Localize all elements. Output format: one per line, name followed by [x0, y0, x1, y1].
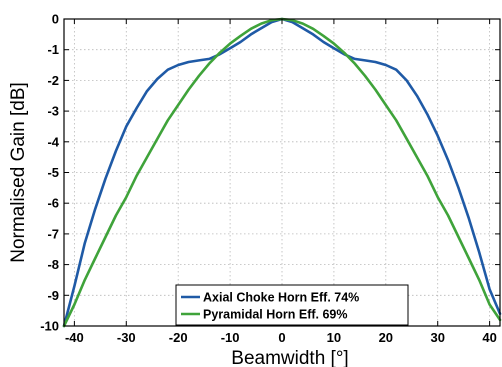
legend-label-pyramidal: Pyramidal Horn Eff. 69% [203, 308, 348, 322]
y-tick-label: 0 [52, 12, 59, 27]
y-tick-label: -2 [47, 73, 59, 88]
tick-labels: -40 -30 -20 -10 0 10 20 30 40 0 -1 -2 -3 -4 -5 -6 -7 -8 -9… [40, 12, 497, 346]
legend-box [175, 284, 409, 326]
x-tick-label: -40 [65, 330, 84, 345]
x-axis-label: Beamwidth [°] [231, 348, 348, 367]
y-tick-label: -4 [47, 134, 59, 149]
y-tick-label: -9 [47, 288, 59, 303]
legend: Axial Choke Horn Eff. 74% Pyramidal Horn… [175, 284, 409, 326]
y-tick-label: -7 [47, 226, 59, 241]
legend-label-axial: Axial Choke Horn Eff. 74% [203, 291, 359, 305]
x-tick-label: 0 [278, 330, 285, 345]
y-tick-label: -10 [40, 319, 59, 334]
x-tick-label: -10 [221, 330, 240, 345]
y-tick-label: -3 [47, 104, 59, 119]
y-axis-label: Normalised Gain [dB] [8, 82, 29, 263]
y-tick-label: -5 [47, 165, 59, 180]
grid [64, 18, 500, 327]
x-tick-label: -20 [169, 330, 188, 345]
x-tick-label: 40 [482, 330, 496, 345]
x-tick-label: 30 [430, 330, 444, 345]
x-tick-label: 20 [379, 330, 393, 345]
y-tick-label: -1 [47, 42, 59, 57]
y-tick-label: -6 [47, 196, 59, 211]
x-tick-label: -30 [117, 330, 136, 345]
y-tick-label: -8 [47, 257, 59, 272]
x-tick-label: 10 [327, 330, 341, 345]
